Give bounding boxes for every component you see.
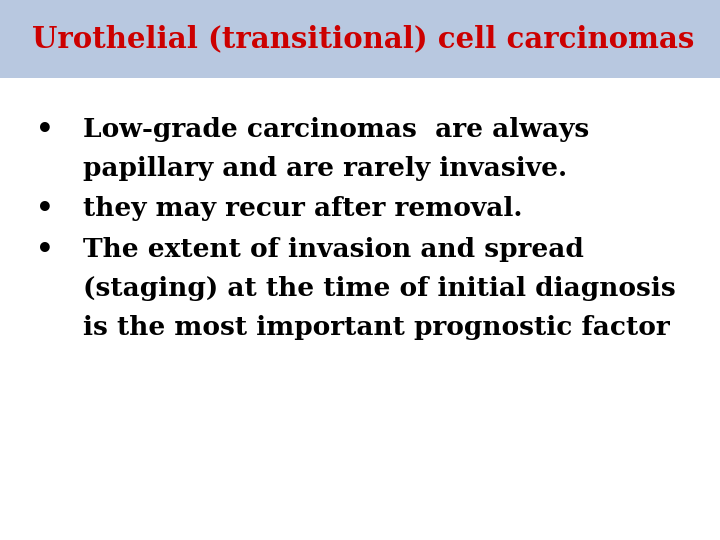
- Text: (staging) at the time of initial diagnosis: (staging) at the time of initial diagnos…: [83, 276, 675, 301]
- Text: they may recur after removal.: they may recur after removal.: [83, 197, 522, 221]
- Text: •: •: [36, 195, 54, 222]
- FancyBboxPatch shape: [0, 0, 720, 78]
- Text: Urothelial (transitional) cell carcinomas: Urothelial (transitional) cell carcinoma…: [32, 24, 695, 53]
- Text: is the most important prognostic factor: is the most important prognostic factor: [83, 315, 670, 340]
- Text: The extent of invasion and spread: The extent of invasion and spread: [83, 237, 584, 262]
- Text: •: •: [36, 236, 54, 263]
- Text: Low-grade carcinomas  are always: Low-grade carcinomas are always: [83, 117, 589, 142]
- Text: papillary and are rarely invasive.: papillary and are rarely invasive.: [83, 156, 567, 181]
- Text: •: •: [36, 116, 54, 143]
